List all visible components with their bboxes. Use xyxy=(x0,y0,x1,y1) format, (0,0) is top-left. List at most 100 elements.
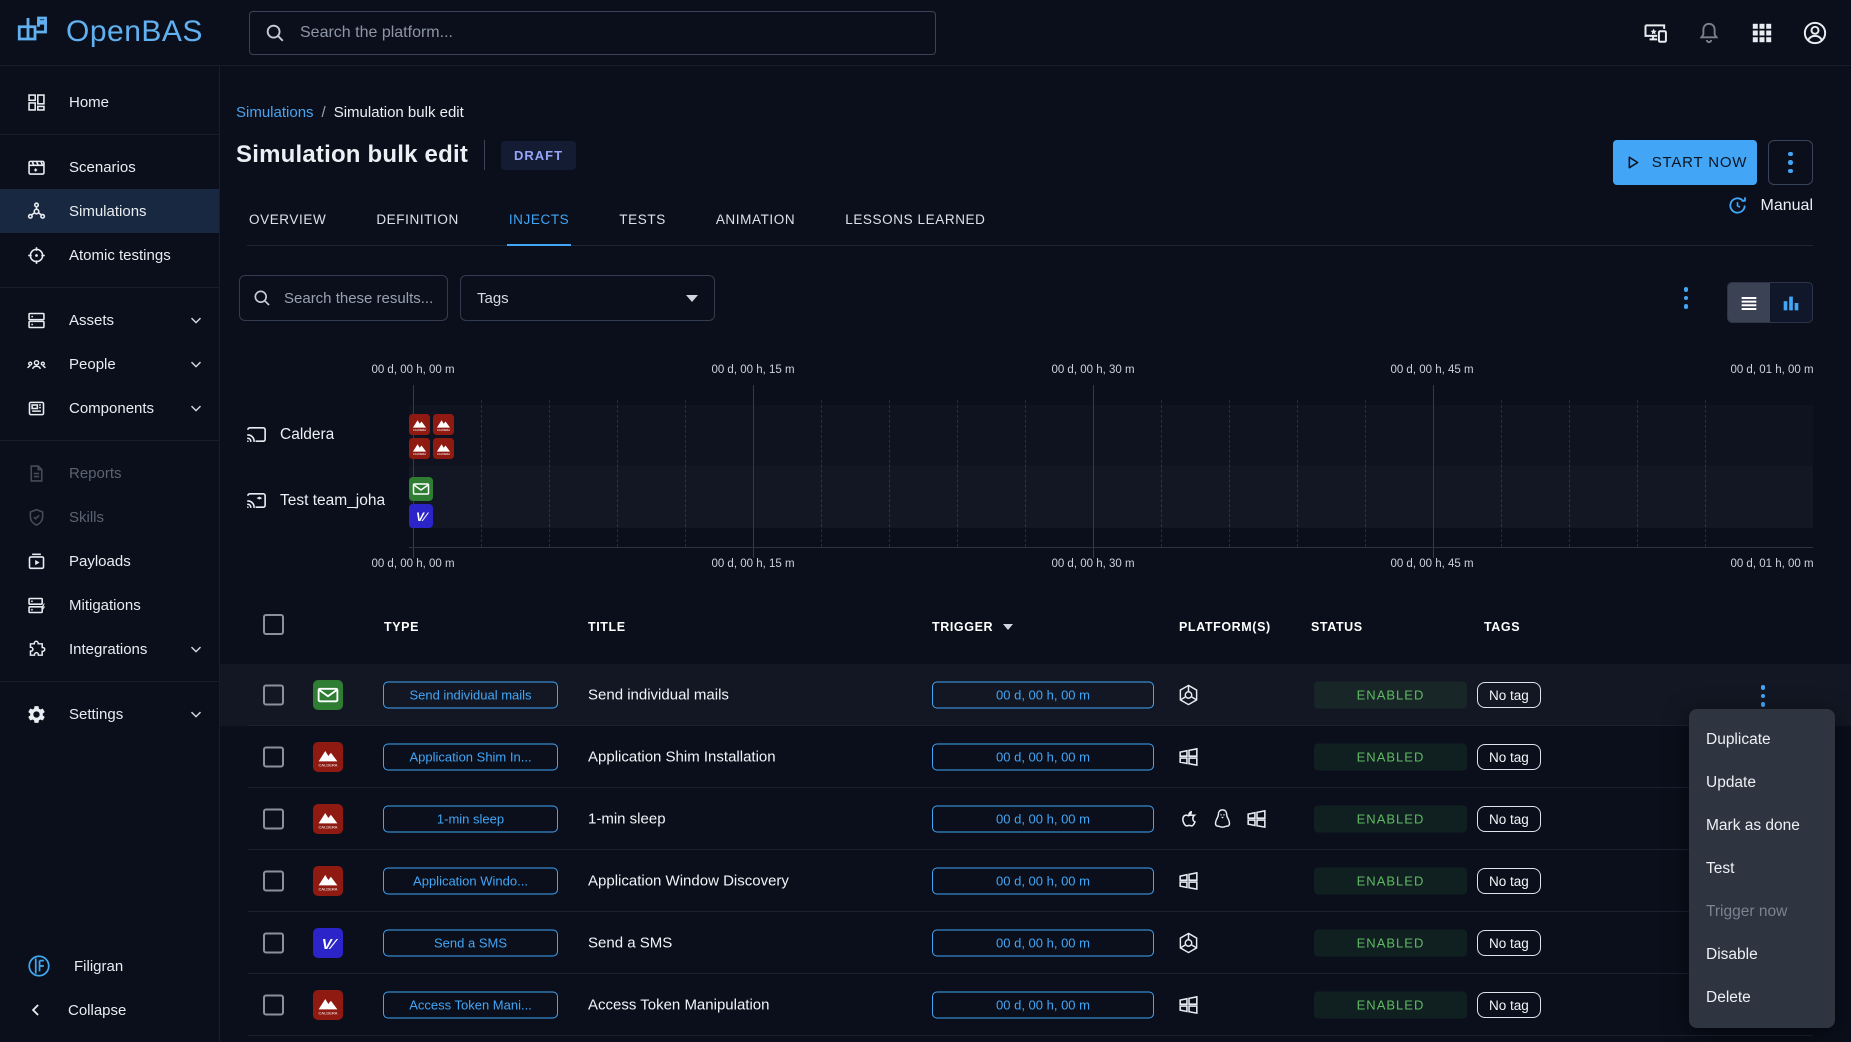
sidebar-item-mitigations[interactable]: Mitigations xyxy=(0,583,219,627)
table-row[interactable]: CALDERA Access Token Mani... Access Toke… xyxy=(220,974,1851,1036)
devices-xdr-icon[interactable] xyxy=(1642,19,1670,47)
caldera-inject-icon[interactable]: CALDERA xyxy=(409,438,430,459)
column-header-status[interactable]: STATUS xyxy=(1311,620,1363,634)
inject-type-chip[interactable]: Access Token Mani... xyxy=(383,992,558,1019)
filigran-link[interactable]: Filigran xyxy=(0,944,219,988)
tag-chip[interactable]: No tag xyxy=(1477,868,1541,894)
trigger-chip[interactable]: 00 d, 00 h, 00 m xyxy=(932,992,1154,1019)
caldera-inject-icon[interactable]: CALDERA xyxy=(433,438,454,459)
inject-type-chip[interactable]: Send individual mails xyxy=(383,682,558,709)
tag-chip[interactable]: No tag xyxy=(1477,744,1541,770)
sort-desc-icon xyxy=(1003,624,1013,630)
bar-chart-icon xyxy=(1780,292,1802,314)
tag-chip[interactable]: No tag xyxy=(1477,682,1541,708)
sidebar-item-people[interactable]: People xyxy=(0,342,219,386)
row-checkbox[interactable] xyxy=(263,685,284,706)
inject-type-chip[interactable]: Application Windo... xyxy=(383,868,558,895)
account-circle-icon[interactable] xyxy=(1801,19,1829,47)
sidebar-item-label: Integrations xyxy=(69,641,165,658)
payloads-icon xyxy=(26,551,47,572)
apps-grid-icon[interactable] xyxy=(1748,19,1776,47)
list-options-button[interactable] xyxy=(1672,284,1700,312)
tab-overview[interactable]: OVERVIEW xyxy=(247,212,328,245)
row-checkbox[interactable] xyxy=(263,871,284,892)
start-now-button[interactable]: START NOW xyxy=(1613,140,1757,185)
sidebar-item-settings[interactable]: Settings xyxy=(0,692,219,736)
timeline-row-name: Test team_joha xyxy=(280,492,385,510)
tab-animation[interactable]: ANIMATION xyxy=(714,212,797,245)
simulation-more-options-button[interactable] xyxy=(1768,140,1813,185)
sidebar-item-assets[interactable]: Assets xyxy=(0,298,219,342)
sidebar-item-home[interactable]: Home xyxy=(0,80,219,124)
row-checkbox[interactable] xyxy=(263,809,284,830)
menu-item-disable[interactable]: Disable xyxy=(1689,933,1835,976)
search-icon xyxy=(252,288,272,308)
table-row[interactable]: CALDERA Application Shim In... Applicati… xyxy=(220,726,1851,788)
sidebar-item-integrations[interactable]: Integrations xyxy=(0,627,219,671)
tag-chip[interactable]: No tag xyxy=(1477,992,1541,1018)
table-row[interactable]: V⁄ Send a SMS Send a SMS 00 d, 00 h, 00 … xyxy=(220,912,1851,974)
timeline-tick-label: 00 d, 00 h, 45 m xyxy=(1390,364,1473,376)
table-row[interactable]: CALDERA Application Windo... Application… xyxy=(220,850,1851,912)
tab-definition[interactable]: DEFINITION xyxy=(374,212,461,245)
sidebar-item-components[interactable]: Components xyxy=(0,386,219,430)
table-row[interactable]: CALDERA 1-min sleep 1-min sleep 00 d, 00… xyxy=(220,788,1851,850)
breadcrumb-simulations-link[interactable]: Simulations xyxy=(236,104,314,121)
menu-item-test[interactable]: Test xyxy=(1689,847,1835,890)
column-header-title[interactable]: TITLE xyxy=(588,620,626,634)
results-search-input[interactable] xyxy=(282,289,435,308)
caldera-inject-icon[interactable]: CALDERA xyxy=(433,414,454,435)
inject-type-chip[interactable]: Send a SMS xyxy=(383,930,558,957)
tab-lessons-learned[interactable]: LESSONS LEARNED xyxy=(843,212,987,245)
caldera-inject-icon[interactable]: CALDERA xyxy=(409,414,430,435)
timeline-gridline-minor xyxy=(1705,400,1706,547)
update-mode-indicator[interactable]: Manual xyxy=(1726,194,1813,217)
row-checkbox[interactable] xyxy=(263,995,284,1016)
tag-chip[interactable]: No tag xyxy=(1477,806,1541,832)
global-search[interactable] xyxy=(249,11,936,55)
table-row[interactable]: Send individual mails Send individual ma… xyxy=(220,664,1851,726)
tab-bar: OVERVIEW DEFINITION INJECTS TESTS ANIMAT… xyxy=(247,186,1813,246)
sidebar-divider xyxy=(0,681,219,682)
trigger-chip[interactable]: 00 d, 00 h, 00 m xyxy=(932,868,1154,895)
menu-item-update[interactable]: Update xyxy=(1689,761,1835,804)
email-inject-icon[interactable] xyxy=(409,477,433,501)
column-header-type[interactable]: TYPE xyxy=(384,620,419,634)
tab-tests[interactable]: TESTS xyxy=(617,212,668,245)
trigger-chip[interactable]: 00 d, 00 h, 00 m xyxy=(932,806,1154,833)
sidebar-item-payloads[interactable]: Payloads xyxy=(0,539,219,583)
trigger-chip[interactable]: 00 d, 00 h, 00 m xyxy=(932,744,1154,771)
sidebar-item-atomic-testings[interactable]: Atomic testings xyxy=(0,233,219,277)
openbas-logo[interactable]: OpenBAS xyxy=(14,10,203,54)
tags-filter-select[interactable]: Tags xyxy=(460,275,715,321)
sidebar-item-reports: Reports xyxy=(0,451,219,495)
row-checkbox[interactable] xyxy=(263,933,284,954)
platform-search-input[interactable] xyxy=(298,23,921,43)
sms-inject-icon[interactable]: V⁄ xyxy=(409,504,433,528)
column-header-trigger[interactable]: TRIGGER xyxy=(932,620,1013,634)
notifications-bell-icon[interactable] xyxy=(1695,19,1723,47)
collapse-sidebar-button[interactable]: Collapse xyxy=(0,988,219,1032)
timeline-tick-label: 00 d, 01 h, 00 m xyxy=(1730,364,1813,376)
sidebar-item-simulations[interactable]: Simulations xyxy=(0,189,219,233)
column-header-platforms[interactable]: PLATFORM(S) xyxy=(1179,620,1271,634)
update-mode-label: Manual xyxy=(1761,197,1813,215)
trigger-chip[interactable]: 00 d, 00 h, 00 m xyxy=(932,930,1154,957)
tab-injects[interactable]: INJECTS xyxy=(507,212,571,245)
tag-chip[interactable]: No tag xyxy=(1477,930,1541,956)
trigger-chip[interactable]: 00 d, 00 h, 00 m xyxy=(932,682,1154,709)
menu-item-mark-as-done[interactable]: Mark as done xyxy=(1689,804,1835,847)
menu-item-delete[interactable]: Delete xyxy=(1689,976,1835,1019)
row-more-options-button[interactable] xyxy=(1750,679,1776,713)
menu-item-duplicate[interactable]: Duplicate xyxy=(1689,718,1835,761)
chart-view-toggle[interactable] xyxy=(1770,283,1812,322)
inject-type-chip[interactable]: 1-min sleep xyxy=(383,806,558,833)
column-header-tags[interactable]: TAGS xyxy=(1484,620,1520,634)
sidebar-divider xyxy=(0,440,219,441)
list-view-toggle[interactable] xyxy=(1728,283,1770,322)
sidebar-item-scenarios[interactable]: Scenarios xyxy=(0,145,219,189)
row-checkbox[interactable] xyxy=(263,747,284,768)
select-all-checkbox[interactable] xyxy=(263,614,284,635)
results-search-box[interactable] xyxy=(239,275,448,321)
inject-type-chip[interactable]: Application Shim In... xyxy=(383,744,558,771)
